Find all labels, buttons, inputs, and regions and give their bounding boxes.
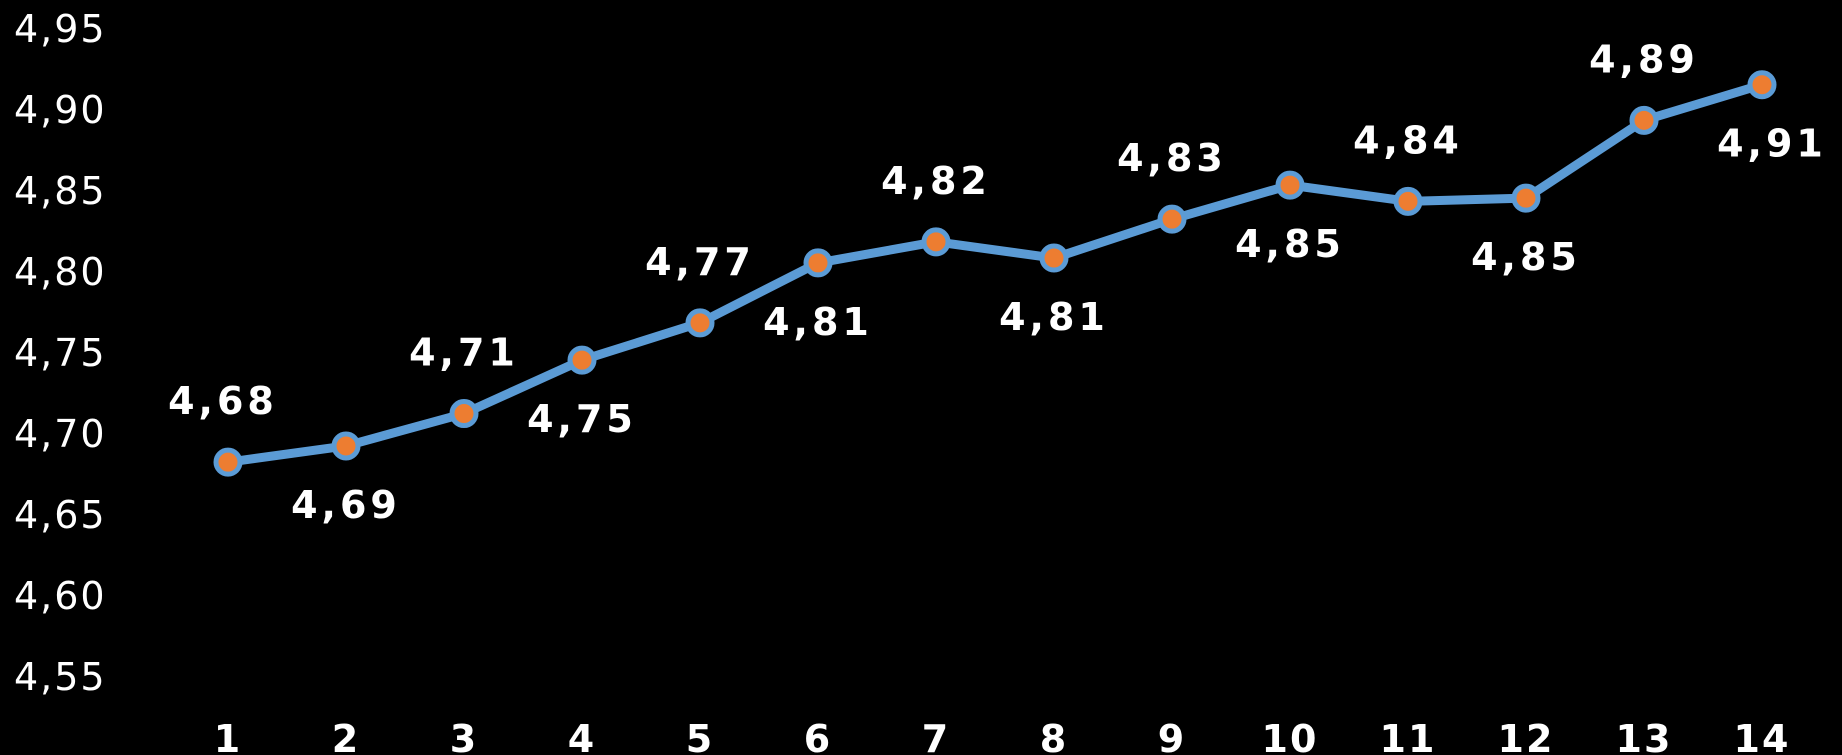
x-tick-label: 11: [1380, 717, 1437, 755]
data-label: 4,68: [168, 379, 278, 423]
data-point: [685, 308, 715, 338]
data-point: [1747, 70, 1777, 100]
data-label: 4,81: [999, 295, 1109, 339]
x-tick-label: 12: [1498, 717, 1555, 755]
data-point: [213, 447, 243, 477]
x-tick-label: 9: [1158, 717, 1186, 755]
x-tick-label: 10: [1262, 717, 1319, 755]
data-point: [1039, 243, 1069, 273]
data-labels: 4,684,694,714,754,774,814,824,814,834,85…: [168, 37, 1827, 527]
data-label: 4,85: [1235, 222, 1345, 266]
x-tick-label: 5: [686, 717, 714, 755]
data-point: [1629, 105, 1659, 135]
y-tick-label: 4,85: [14, 169, 107, 213]
x-axis: 1 2 3 4 5 6 7 8 9 10 11 12 13 14: [214, 717, 1791, 755]
data-point: [1511, 183, 1541, 213]
data-point: [921, 227, 951, 257]
data-point: [449, 399, 479, 429]
x-tick-label: 13: [1616, 717, 1673, 755]
data-label: 4,77: [645, 240, 755, 284]
y-tick-label: 4,95: [14, 7, 107, 51]
x-tick-label: 2: [332, 717, 360, 755]
x-tick-label: 7: [922, 717, 950, 755]
x-tick-label: 8: [1040, 717, 1068, 755]
series-line-group: [223, 80, 1767, 467]
x-tick-label: 1: [214, 717, 242, 755]
data-point: [1393, 186, 1423, 216]
data-label: 4,75: [527, 397, 637, 441]
y-tick-label: 4,80: [14, 250, 107, 294]
y-tick-label: 4,60: [14, 574, 107, 618]
data-label: 4,81: [763, 300, 873, 344]
data-label: 4,82: [881, 159, 991, 203]
x-tick-label: 14: [1734, 717, 1791, 755]
data-label: 4,89: [1589, 37, 1699, 81]
data-point: [567, 345, 597, 375]
data-markers: [213, 70, 1777, 477]
y-tick-label: 4,70: [14, 412, 107, 456]
data-label: 4,91: [1717, 122, 1827, 166]
data-label: 4,84: [1353, 118, 1463, 162]
data-point: [331, 431, 361, 461]
data-point: [1157, 204, 1187, 234]
data-label: 4,85: [1471, 235, 1581, 279]
x-tick-label: 6: [804, 717, 832, 755]
series-line: [223, 80, 1767, 467]
data-label: 4,83: [1117, 136, 1227, 180]
y-tick-label: 4,75: [14, 331, 107, 375]
data-point: [803, 248, 833, 278]
data-point: [1275, 170, 1305, 200]
data-label: 4,69: [291, 483, 401, 527]
y-axis: 4,55 4,60 4,65 4,70 4,75 4,80 4,85 4,90 4,95: [14, 7, 107, 699]
x-tick-label: 3: [450, 717, 478, 755]
data-label: 4,71: [409, 331, 519, 375]
y-tick-label: 4,90: [14, 88, 107, 132]
y-tick-label: 4,55: [14, 655, 107, 699]
y-tick-label: 4,65: [14, 493, 107, 537]
x-tick-label: 4: [568, 717, 596, 755]
